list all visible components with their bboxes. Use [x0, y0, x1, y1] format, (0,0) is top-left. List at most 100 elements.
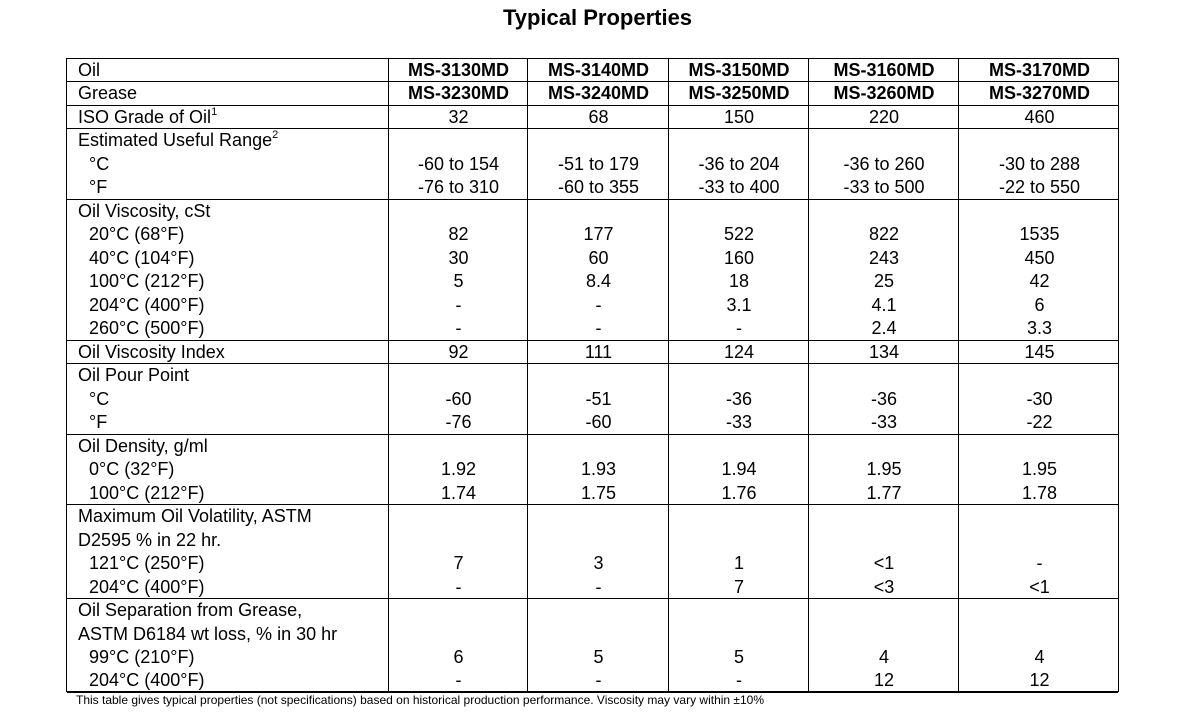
row-label: 204°C (400°F): [89, 669, 204, 693]
footnote-mark: 1: [211, 105, 218, 118]
label-text: Oil Viscosity Index: [78, 341, 225, 362]
value-cell: 1.95: [866, 459, 902, 480]
row-group: Maximum Oil Volatility, ASTM D2595 % in 2…: [67, 505, 1118, 600]
label-text: Oil Pour Point: [78, 365, 190, 386]
value-cell: -33 to 400: [698, 177, 780, 198]
row-group: Oil Pour Point °C -60 -51 -36 -36 -30 °F -76 -60 -…: [67, 364, 1118, 435]
row-group: Oil MS-3130MD MS-3140MD MS-3150MD MS-3160MD M…: [67, 59, 1118, 83]
row-label: 20°C (68°F): [89, 223, 184, 247]
value-cell: MS-3240MD: [547, 83, 650, 104]
value-cell: 460: [1024, 106, 1055, 127]
value-cell: 6: [1034, 294, 1045, 315]
value-cell: 145: [1024, 341, 1055, 362]
row-label: °C: [89, 153, 109, 177]
value-cell: -51 to 179: [557, 153, 640, 174]
value-cell: MS-3260MD: [833, 83, 935, 104]
row-label: °C: [89, 388, 109, 412]
value-cell: 68: [588, 106, 609, 127]
label-text: 260°C (500°F): [89, 318, 205, 339]
label-text: Estimated Useful Range: [78, 130, 273, 151]
label-text: °F: [89, 177, 108, 198]
value-cell: -36 to 204: [698, 153, 780, 174]
value-cell: 1.95: [1021, 459, 1058, 480]
value-cell: 450: [1024, 247, 1055, 268]
value-cell: 1.93: [580, 459, 617, 480]
row-group: Oil Viscosity Index 92 111 124 134 145: [67, 341, 1118, 365]
value-cell: -: [595, 318, 602, 339]
row-label: Oil Separation from Grease,: [78, 599, 302, 623]
footnote-mark: 2: [272, 129, 279, 142]
value-cell: 1.76: [721, 482, 757, 503]
value-cell: -36: [725, 388, 752, 409]
value-cell: <1: [873, 553, 895, 574]
label-text: 20°C (68°F): [89, 224, 185, 245]
value-cell: 6: [453, 646, 464, 667]
value-cell: -51: [585, 388, 612, 409]
label-text: D2595 % in 22 hr.: [78, 529, 222, 550]
label-text: 204°C (400°F): [89, 576, 205, 597]
row-label: 99°C (210°F): [89, 646, 194, 670]
row-label: ISO Grade of Oil1: [78, 106, 217, 130]
value-cell: 5: [593, 646, 604, 667]
column-rule: [808, 59, 809, 691]
row-label: Oil: [78, 59, 100, 83]
value-cell: -30 to 288: [998, 153, 1081, 174]
value-cell: 822: [868, 224, 900, 245]
value-cell: 32: [448, 106, 469, 127]
value-cell: 1.94: [721, 459, 757, 480]
label-text: Oil Density, g/ml: [78, 435, 208, 456]
value-cell: 1.74: [440, 482, 477, 503]
row-group: Grease MS-3230MD MS-3240MD MS-3250MD MS-3260…: [67, 82, 1118, 106]
row-label: 121°C (250°F): [89, 552, 204, 576]
value-cell: MS-3270MD: [988, 83, 1091, 104]
value-cell: 82: [448, 224, 469, 245]
value-cell: -76 to 310: [417, 177, 500, 198]
value-cell: 3: [593, 553, 604, 574]
label-text: 204°C (400°F): [89, 670, 205, 691]
row-group: ISO Grade of Oil1 32 68 150 220 460: [67, 106, 1118, 130]
row-group: Oil Separation from Grease, ASTM D6184 wt…: [67, 599, 1118, 693]
column-rule: [668, 59, 669, 691]
label-text: 100°C (212°F): [89, 482, 205, 503]
value-cell: 5: [733, 646, 744, 667]
row-label: 0°C (32°F): [89, 458, 174, 482]
value-cell: -: [455, 576, 462, 597]
value-cell: MS-3250MD: [688, 83, 790, 104]
label-text: ISO Grade of Oil: [78, 106, 212, 127]
column-rule: [958, 59, 959, 691]
row-label: Grease: [78, 82, 137, 106]
label-text: °C: [89, 388, 110, 409]
row-group: Oil Viscosity, cSt 20°C (68°F) 82 177 522 822…: [67, 200, 1118, 341]
value-cell: 25: [873, 271, 895, 292]
value-cell: -60: [445, 388, 472, 409]
value-cell: 8.4: [585, 271, 612, 292]
value-cell: -: [595, 576, 602, 597]
value-cell: MS-3230MD: [407, 83, 510, 104]
column-rule: [388, 59, 389, 691]
title: Typical Properties: [502, 5, 693, 30]
row-label: Oil Viscosity Index: [78, 341, 225, 365]
column-rule: [527, 59, 528, 691]
value-cell: 1535: [1019, 224, 1060, 245]
label-text: 204°C (400°F): [89, 294, 205, 315]
value-cell: 2.4: [871, 318, 897, 339]
value-cell: -: [736, 670, 742, 691]
value-cell: 7: [453, 553, 464, 574]
value-cell: -60: [585, 412, 612, 433]
row-label: Maximum Oil Volatility, ASTM: [78, 505, 312, 529]
value-cell: -: [595, 670, 602, 691]
label-text: Oil Viscosity, cSt: [78, 200, 211, 221]
value-cell: MS-3140MD: [547, 60, 650, 80]
footnote: This table gives typical properties (not…: [76, 693, 765, 707]
value-cell: 220: [868, 106, 900, 127]
value-cell: 1.77: [866, 482, 902, 503]
value-cell: <1: [1029, 576, 1050, 597]
row-label: 100°C (212°F): [89, 482, 204, 506]
value-cell: 111: [584, 341, 613, 362]
value-cell: -: [736, 318, 742, 339]
value-cell: 124: [723, 341, 755, 362]
value-cell: -36: [870, 388, 897, 409]
value-cell: -22 to 550: [998, 177, 1081, 198]
value-cell: -33: [870, 412, 897, 433]
row-label: Oil Pour Point: [78, 364, 189, 388]
